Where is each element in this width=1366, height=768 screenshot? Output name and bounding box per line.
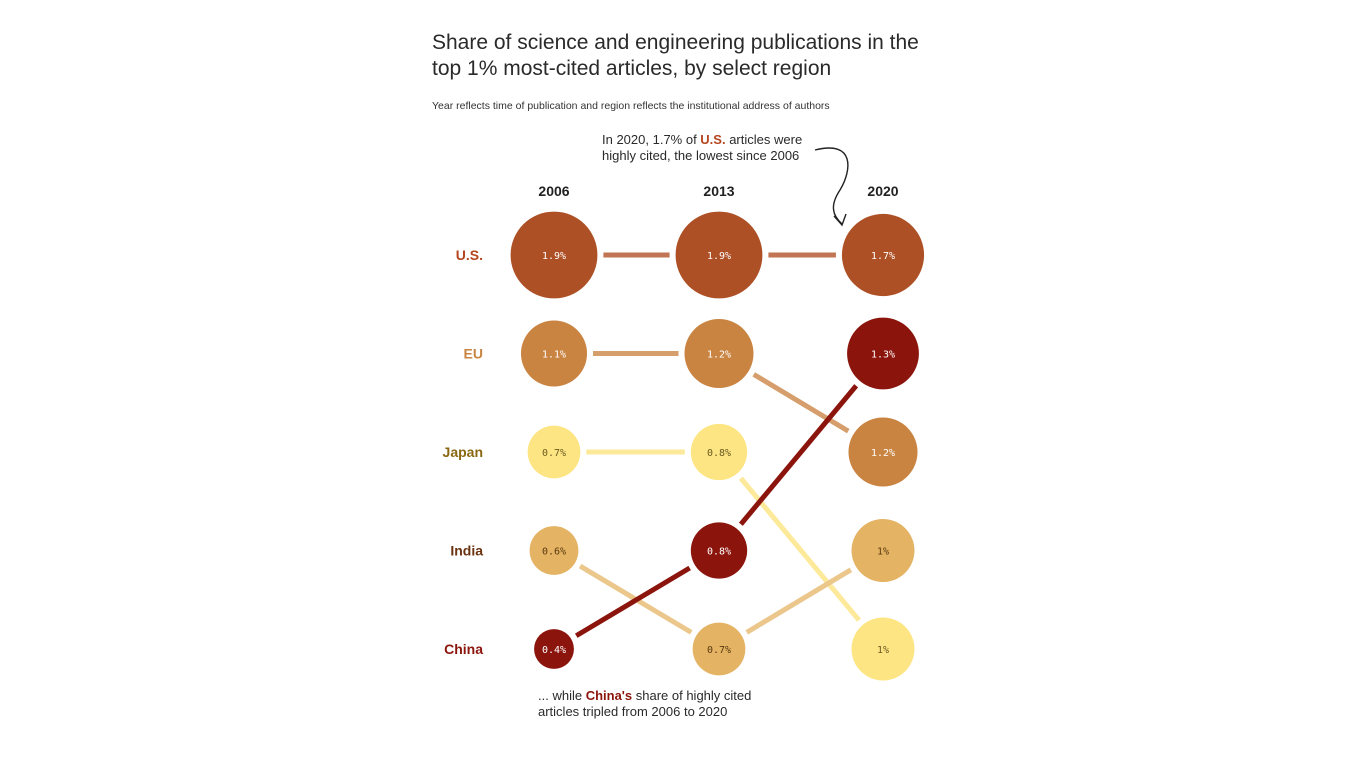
value-bubble bbox=[684, 318, 754, 389]
value-label: 1.2% bbox=[707, 350, 731, 361]
value-bubble bbox=[675, 211, 763, 299]
value-bubble bbox=[690, 522, 748, 579]
value-label: 1.9% bbox=[707, 251, 731, 262]
connector-line bbox=[574, 565, 691, 638]
value-bubble bbox=[510, 211, 598, 299]
value-label: 0.7% bbox=[542, 448, 566, 459]
connector-line bbox=[745, 567, 853, 635]
value-label: 1.2% bbox=[871, 448, 895, 459]
value-label: 0.4% bbox=[542, 645, 566, 656]
year-label: 2013 bbox=[703, 183, 734, 199]
value-bubble bbox=[851, 617, 915, 681]
value-bubble bbox=[847, 317, 919, 390]
region-label: EU bbox=[464, 346, 483, 362]
value-bubble bbox=[841, 213, 925, 297]
annotation-china: ... while China's share of highly cited … bbox=[538, 688, 768, 720]
value-bubble bbox=[692, 622, 746, 676]
value-label: 1.7% bbox=[871, 251, 895, 262]
annotation-arrow bbox=[814, 147, 849, 225]
value-bubble bbox=[851, 519, 915, 582]
value-label: 0.7% bbox=[707, 645, 731, 656]
value-label: 1% bbox=[877, 547, 889, 558]
chart-title: Share of science and engineering publica… bbox=[432, 31, 919, 80]
value-label: 0.8% bbox=[707, 547, 731, 558]
value-label: 1% bbox=[877, 645, 889, 656]
value-label: 0.8% bbox=[707, 448, 731, 459]
value-bubble bbox=[848, 417, 918, 487]
region-label: U.S. bbox=[456, 247, 483, 263]
value-bubble bbox=[527, 425, 581, 479]
region-label: China bbox=[444, 641, 483, 657]
region-label: India bbox=[450, 543, 483, 559]
region-label: Japan bbox=[443, 444, 483, 460]
annotation-highlight-us: U.S. bbox=[700, 132, 726, 147]
value-label: 1.3% bbox=[871, 350, 895, 361]
value-bubble bbox=[529, 526, 579, 575]
value-bubble bbox=[690, 423, 748, 481]
annotation-text: ... while bbox=[538, 688, 586, 703]
chart-subtitle: Year reflects time of publication and re… bbox=[432, 100, 830, 112]
connector-line bbox=[752, 372, 850, 434]
annotation-us: In 2020, 1.7% of U.S. articles were high… bbox=[602, 132, 827, 164]
value-bubble bbox=[520, 320, 588, 387]
year-label: 2006 bbox=[538, 183, 569, 199]
connector-line bbox=[738, 384, 859, 526]
annotation-text: In 2020, 1.7% of bbox=[602, 132, 701, 147]
value-label: 1.9% bbox=[542, 251, 566, 262]
value-label: 0.6% bbox=[542, 547, 566, 558]
value-label: 1.1% bbox=[542, 350, 566, 361]
annotation-highlight-china: China's bbox=[585, 688, 633, 703]
annotation-text: articles were highly cited, the lowest s… bbox=[602, 132, 803, 163]
annotation-text: share of highly cited articles tripled f… bbox=[538, 688, 752, 719]
year-label: 2020 bbox=[867, 183, 898, 199]
arrowhead-icon bbox=[833, 213, 847, 227]
value-bubble bbox=[534, 629, 574, 669]
